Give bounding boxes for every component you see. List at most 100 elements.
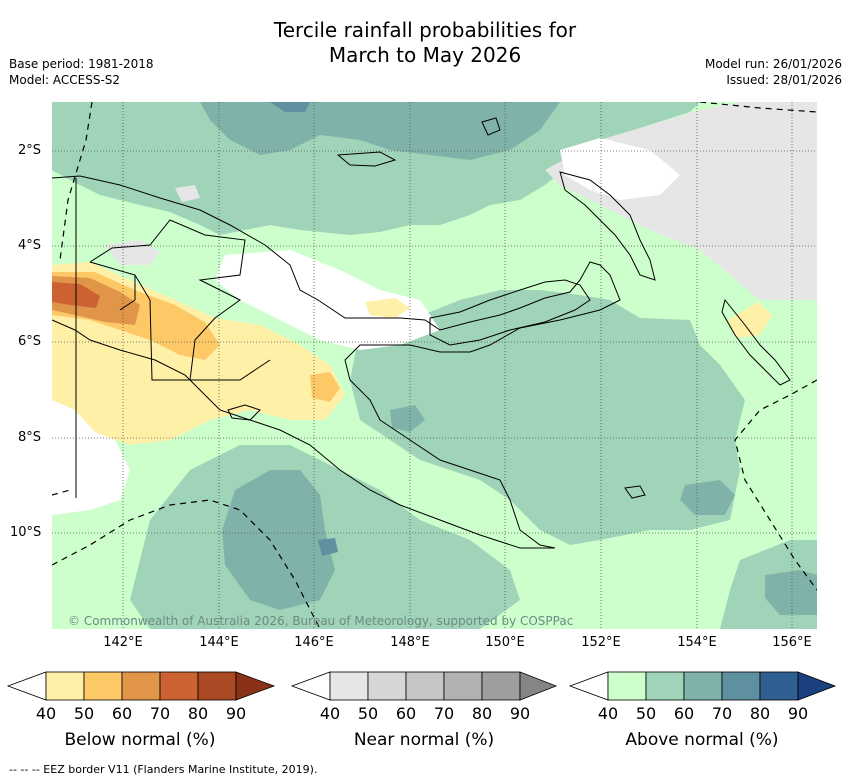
meta-left: Base period: 1981-2018 Model: ACCESS-S2 [9, 56, 154, 88]
colorbar-near-swatch-5 [481, 671, 521, 701]
province-lines [89, 219, 271, 381]
trobriand [624, 485, 646, 499]
colorbar-near-tick: 80 [471, 704, 493, 723]
lon-label-156e: 156°E [772, 635, 812, 650]
colorbar-above [568, 671, 837, 701]
colorbar-below-swatch-4 [159, 671, 199, 701]
field-above-70-north [270, 102, 310, 112]
copyright-notice: © Commonwealth of Australia 2026, Bureau… [68, 614, 574, 628]
field-above-60-north [200, 102, 560, 160]
colorbar-near-tick: 50 [357, 704, 379, 723]
colorbar-near-tick: 70 [433, 704, 455, 723]
fly-islands [227, 404, 261, 421]
colorbar-above-upper-tri [797, 671, 837, 701]
field-above-50-north [52, 102, 700, 235]
lon-label-150e: 150°E [485, 635, 525, 650]
colorbar-near-swatch-3 [405, 671, 445, 701]
lon-label-142e: 142°E [103, 635, 143, 650]
field-above-70-south [318, 538, 338, 556]
colorbar-near-upper-tri [519, 671, 558, 701]
lon-label-146e: 146°E [294, 635, 334, 650]
eez-footnote: -- -- -- EEZ border V11 (Flanders Marine… [9, 763, 318, 776]
colorbar-below-swatch-5 [197, 671, 237, 701]
lon-label-154e: 154°E [677, 635, 717, 650]
colorbar-near-swatch-2 [367, 671, 407, 701]
colorbar-below-tick: 60 [111, 704, 133, 723]
new-guinea-coast-north [52, 175, 621, 549]
field-above-60-south [222, 470, 335, 610]
gridlines [52, 102, 817, 629]
colorbar-above-tick: 40 [597, 704, 619, 723]
eez-borders [52, 102, 817, 629]
field-below-50-b [310, 372, 340, 402]
colorbar-near-tick: 60 [395, 704, 417, 723]
colorbar-below-label: Below normal (%) [64, 730, 216, 750]
map-title: Tercile rainfall probabilities for March… [0, 18, 850, 68]
colorbar-near-tick: 40 [319, 704, 341, 723]
colorbar-below-upper-tri [235, 671, 276, 701]
manus [336, 151, 397, 167]
base-period: Base period: 1981-2018 [9, 57, 154, 71]
colorbar-above-lower-tri [568, 671, 609, 701]
colorbar-above-label: Above normal (%) [625, 730, 779, 750]
colorbar-near-lower-tri [290, 671, 331, 701]
colorbar-below-tick: 70 [149, 704, 171, 723]
colorbar-above-tick: 50 [635, 704, 657, 723]
map-area [52, 102, 817, 629]
field-below-40-ne [728, 302, 772, 338]
lon-label-152e: 152°E [581, 635, 621, 650]
lon-label-148e: 148°E [390, 635, 430, 650]
field-below-40-mid [365, 298, 410, 318]
north-island [481, 117, 501, 136]
colorbar-above-swatch-5 [759, 671, 799, 701]
colorbar-above-tick: 70 [711, 704, 733, 723]
colorbar-above-tick: 90 [787, 704, 809, 723]
colorbar-above-swatch-2 [645, 671, 685, 701]
colorbar-above-swatch-4 [721, 671, 761, 701]
colorbar-above-tick: 60 [673, 704, 695, 723]
lat-label-6s: 6°S [18, 334, 42, 349]
coastlines [52, 117, 791, 549]
colorbar-below-tick: 40 [35, 704, 57, 723]
title-line-2: March to May 2026 [328, 43, 522, 67]
lat-label-8s: 8°S [18, 430, 42, 445]
field-above-60-se [765, 570, 817, 615]
colorbar-near [290, 671, 558, 701]
model-run: Model run: 26/01/2026 [704, 57, 842, 71]
colorbar-near-label: Near normal (%) [353, 730, 495, 750]
colorbar-below-swatch-2 [83, 671, 123, 701]
colorbar-near-tick: 90 [509, 704, 531, 723]
field-above-60-central [390, 405, 425, 432]
field-white-central [215, 250, 440, 350]
new-britain [429, 279, 591, 346]
colorbar-below-tick: 80 [187, 704, 209, 723]
colorbar-below-lower-tri [6, 671, 47, 701]
colorbar-near-swatch-4 [443, 671, 483, 701]
bougainville [721, 298, 791, 386]
field-near-pocket-3 [175, 185, 200, 202]
title-line-1: Tercile rainfall probabilities for [273, 18, 577, 42]
lat-label-4s: 4°S [18, 238, 42, 253]
field-white-west [52, 385, 130, 515]
new-ireland [559, 171, 656, 281]
colorbar-below-tick: 50 [73, 704, 95, 723]
issued-date: Issued: 28/01/2026 [726, 73, 842, 87]
colorbar-near-swatch-1 [329, 671, 369, 701]
colorbar-below-swatch-3 [121, 671, 161, 701]
meta-right: Model run: 26/01/2026 Issued: 28/01/2026 [705, 56, 842, 88]
new-guinea-coast-south [52, 319, 555, 549]
model-name: Model: ACCESS-S2 [9, 73, 121, 87]
field-above-50-central [350, 290, 745, 545]
field-white-ne [560, 138, 680, 200]
lat-label-10s: 10°S [10, 525, 42, 540]
colorbar-above-swatch-3 [683, 671, 723, 701]
lat-label-2s: 2°S [18, 143, 42, 158]
colorbar-above-swatch-1 [607, 671, 647, 701]
colorbar-below-swatch-1 [45, 671, 85, 701]
colorbar-below [6, 671, 276, 701]
colorbar-above-tick: 80 [749, 704, 771, 723]
lon-label-144e: 144°E [199, 635, 239, 650]
field-above-60-east [680, 480, 735, 515]
colorbar-below-tick: 90 [225, 704, 247, 723]
